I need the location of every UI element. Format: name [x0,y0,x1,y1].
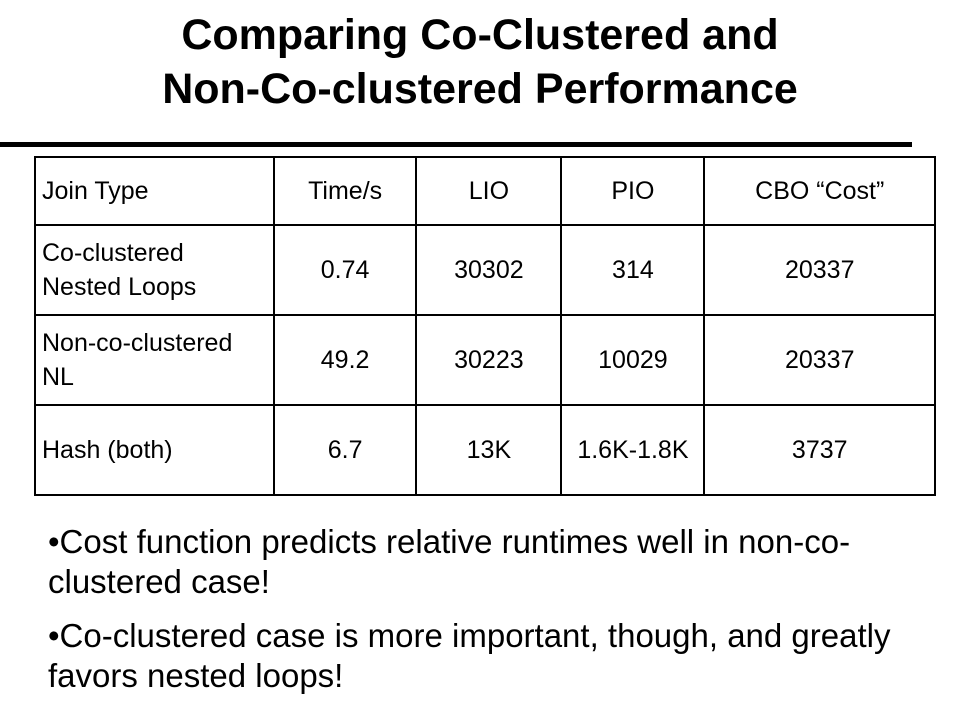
row-cbo-cost: 3737 [703,404,936,496]
slide-title: Comparing Co-Clustered and Non-Co-cluste… [0,8,960,116]
row-join-type: Co-clustered Nested Loops [34,224,275,316]
row-cbo-cost: 20337 [703,314,936,406]
row-pio: 1.6K-1.8K [560,404,706,496]
row-lio: 30302 [415,224,563,316]
row-join-type: Hash (both) [34,404,275,496]
table-row: Co-clustered Nested Loops 0.74 30302 314… [34,224,936,316]
bullet-item: •Co-clustered case is more important, th… [48,617,891,694]
bullet-list: •Cost function predicts relative runtime… [48,522,938,710]
title-underline [0,142,912,147]
row-pio: 10029 [560,314,706,406]
row-join-type: Non-co-clustered NL [34,314,275,406]
row-lio: 30223 [415,314,563,406]
header-cbo-cost: CBO “Cost” [703,156,936,226]
slide-title-line-1: Comparing Co-Clustered and [181,11,779,59]
row-time: 49.2 [272,314,418,406]
performance-table: Join Type Time/s LIO PIO CBO “Cost” Co-c… [34,156,936,496]
slide-title-line-2: Non-Co-clustered Performance [162,65,798,113]
row-lio: 13K [415,404,563,496]
row-pio: 314 [560,224,706,316]
table-row: Hash (both) 6.7 13K 1.6K-1.8K 3737 [34,404,936,496]
row-time: 6.7 [272,404,418,496]
table-row: Non-co-clustered NL 49.2 30223 10029 203… [34,314,936,406]
row-time: 0.74 [272,224,418,316]
header-lio: LIO [415,156,563,226]
header-pio: PIO [560,156,706,226]
row-cbo-cost: 20337 [703,224,936,316]
bullet-item: •Cost function predicts relative runtime… [48,523,851,600]
table-header-row: Join Type Time/s LIO PIO CBO “Cost” [34,156,936,226]
header-time: Time/s [272,156,418,226]
header-join-type: Join Type [34,156,275,226]
